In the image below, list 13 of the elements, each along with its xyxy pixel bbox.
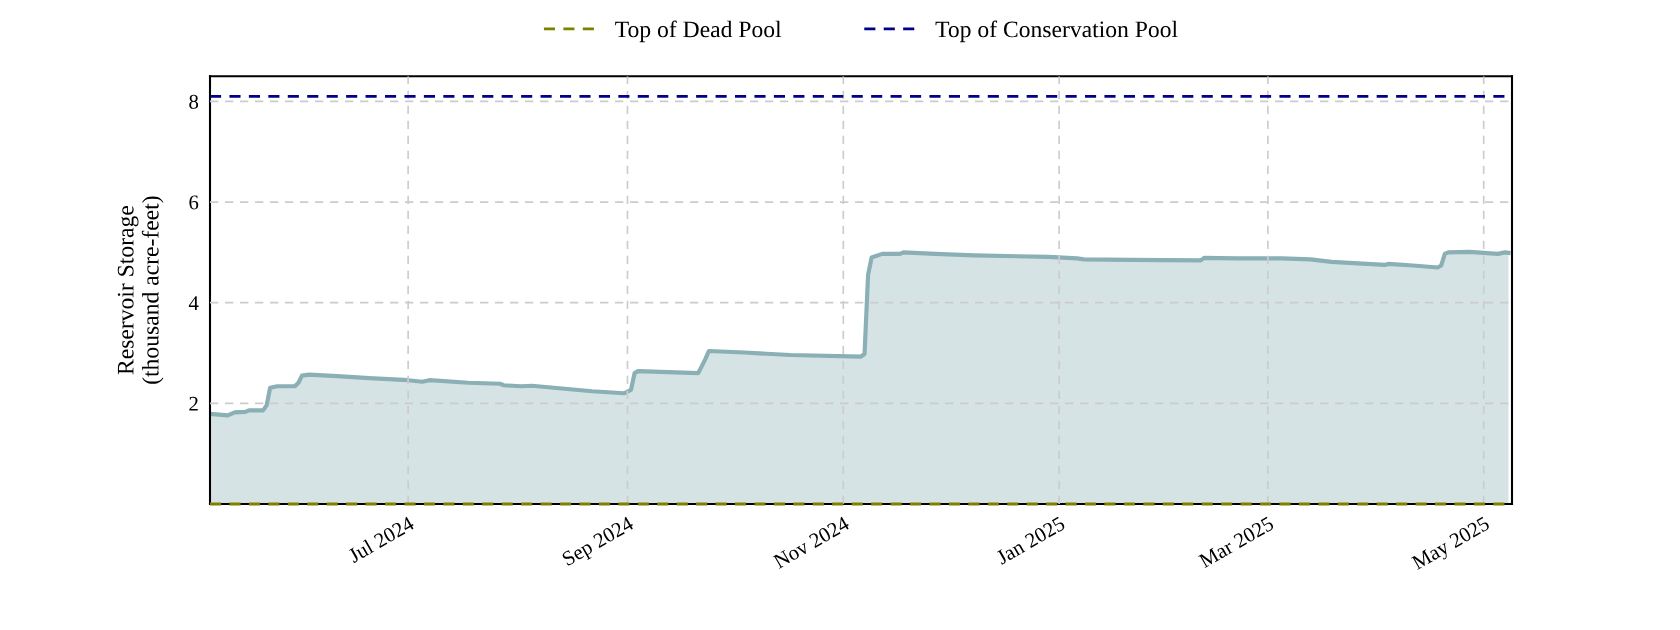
- y-tick-label: 8: [189, 94, 199, 109]
- x-tick-label: Sep 2024: [561, 515, 637, 570]
- legend-label: Top of Dead Pool: [615, 20, 782, 43]
- y-tick-label: 6: [189, 195, 199, 210]
- x-tick-label: Mar 2025: [1198, 516, 1275, 569]
- x-tick-label: Jan 2025: [995, 516, 1066, 565]
- y-axis-title: Reservoir Storage (thousand acre-feet): [117, 196, 164, 384]
- y-tick-label: 2: [189, 396, 198, 411]
- x-tick-label: Nov 2024: [772, 515, 851, 569]
- y-tick-label: 4: [188, 296, 199, 310]
- x-tick-label: May 2025: [1410, 515, 1493, 574]
- legend-label: Top of Conservation Pool: [935, 20, 1178, 43]
- x-tick-label: Jul 2024: [346, 515, 416, 564]
